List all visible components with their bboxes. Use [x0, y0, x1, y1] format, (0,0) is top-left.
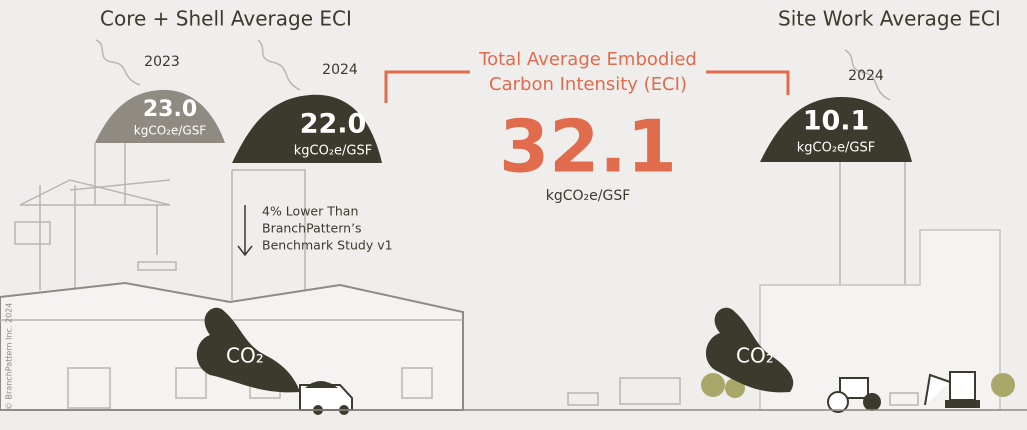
barrier [889, 392, 919, 406]
year: 2024 [322, 62, 358, 78]
tree [701, 373, 725, 397]
co2-cloud [196, 307, 300, 393]
arrow [237, 205, 253, 257]
co2-label: CO₂ [226, 344, 264, 368]
smoke [95, 39, 141, 86]
crane [19, 143, 171, 290]
year: 2024 [848, 68, 884, 84]
mound [95, 89, 225, 143]
value: 10.1 [803, 106, 870, 137]
bracket [384, 70, 790, 103]
mound [760, 96, 912, 162]
barrier [567, 392, 599, 406]
value: 23.0 [143, 97, 197, 122]
total-unit: kgCO₂e/GSF [546, 188, 631, 204]
co2-cloud [705, 307, 794, 393]
note-line: 4% Lower Than [262, 204, 358, 219]
smoke [844, 49, 891, 101]
tree [991, 373, 1015, 397]
right-illustration [567, 159, 1015, 413]
tree [725, 378, 745, 398]
unit: kgCO₂e/GSF [294, 144, 372, 159]
copyright: © BranchPattern Inc. 2024 [5, 303, 14, 410]
total-title: Carbon Intensity (ECI) [489, 74, 687, 95]
unit: kgCO₂e/GSF [797, 141, 875, 156]
year: 2023 [144, 54, 180, 70]
track [945, 400, 980, 408]
section-title: Site Work Average ECI [778, 7, 1001, 31]
mound [232, 94, 382, 163]
truck-load [305, 381, 338, 388]
left-illustration [0, 143, 464, 415]
wheel [863, 393, 881, 411]
crane-weight [14, 221, 51, 245]
co2-label: CO₂ [736, 344, 774, 368]
smoke [257, 39, 301, 91]
value: 22.0 [300, 109, 367, 140]
section-title: Core + Shell Average ECI [100, 7, 352, 31]
unit: kgCO₂e/GSF [134, 124, 207, 138]
note-line: BranchPattern’s [262, 221, 362, 236]
note-line: Benchmark Study v1 [262, 238, 393, 253]
total-value: 32.1 [499, 105, 677, 189]
total-title: Total Average Embodied [478, 49, 697, 70]
crane-load [137, 261, 177, 271]
chimney [231, 169, 306, 300]
trailer [619, 377, 681, 405]
door [175, 367, 207, 399]
truck [67, 367, 111, 409]
door [401, 367, 433, 399]
roller-drum [827, 391, 849, 413]
